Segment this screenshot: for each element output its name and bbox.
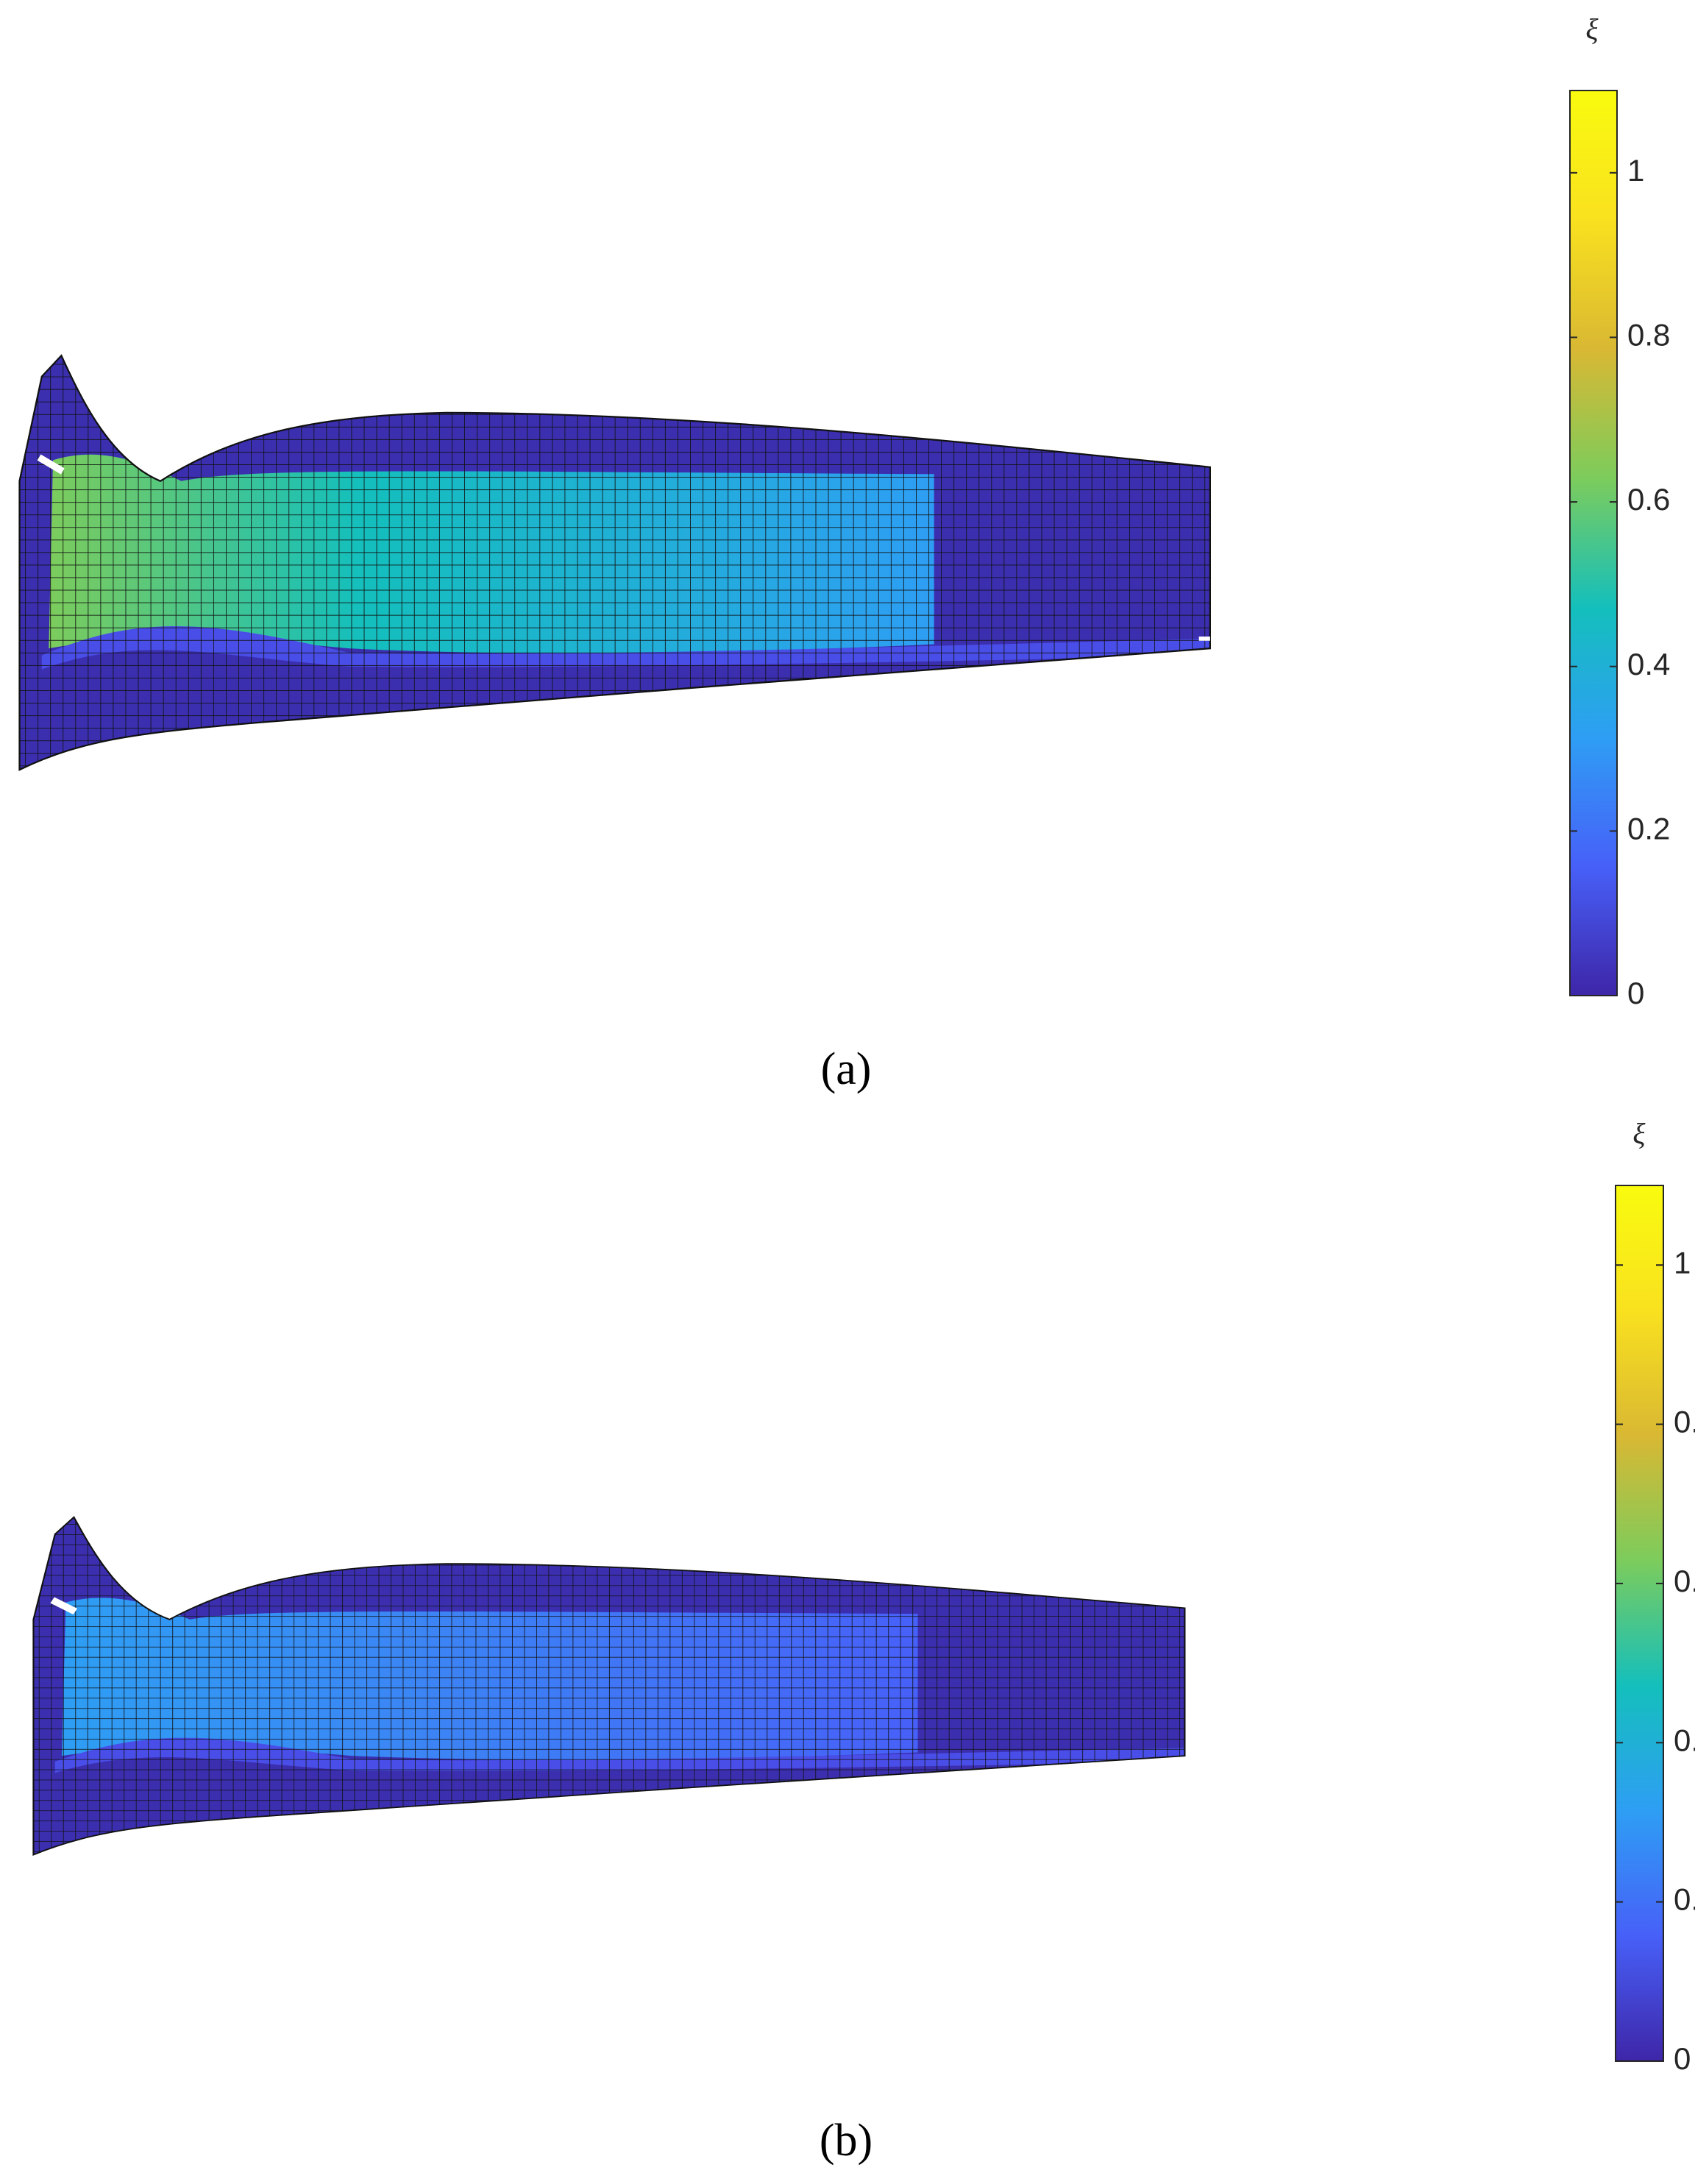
panel-caption: (b) bbox=[820, 2116, 873, 2166]
colorbar-label: ξ bbox=[1585, 13, 1599, 46]
colorbar-tick-label: 0 bbox=[1674, 2041, 1691, 2076]
colorbar bbox=[1569, 90, 1618, 996]
colorbar-tick-label: 0.2 bbox=[1627, 811, 1670, 845]
colorbar-tick-label: 0.8 bbox=[1674, 1405, 1695, 1439]
colorbar bbox=[1615, 1185, 1664, 2062]
surface-a bbox=[18, 354, 1211, 771]
colorbar-tick-label: 1 bbox=[1674, 1245, 1691, 1280]
colorbar-tick-label: 1 bbox=[1627, 153, 1644, 188]
colorbar-tick-label: 0.2 bbox=[1674, 1882, 1695, 1917]
colorbar-tick-label: 0.8 bbox=[1627, 318, 1670, 352]
colorbar-tick-label: 0.4 bbox=[1627, 647, 1670, 681]
surface-panels bbox=[18, 354, 1211, 1856]
colorbar-tick-label: 0.6 bbox=[1627, 482, 1670, 517]
colorbar-label: ξ bbox=[1632, 1117, 1646, 1150]
panel-caption: (a) bbox=[821, 1044, 872, 1094]
colorbar-tick-label: 0.6 bbox=[1674, 1564, 1695, 1598]
colorbar-tick-label: 0.4 bbox=[1674, 1723, 1695, 1757]
colorbar-tick-label: 0 bbox=[1627, 976, 1644, 1010]
surface-b bbox=[32, 1516, 1186, 1856]
